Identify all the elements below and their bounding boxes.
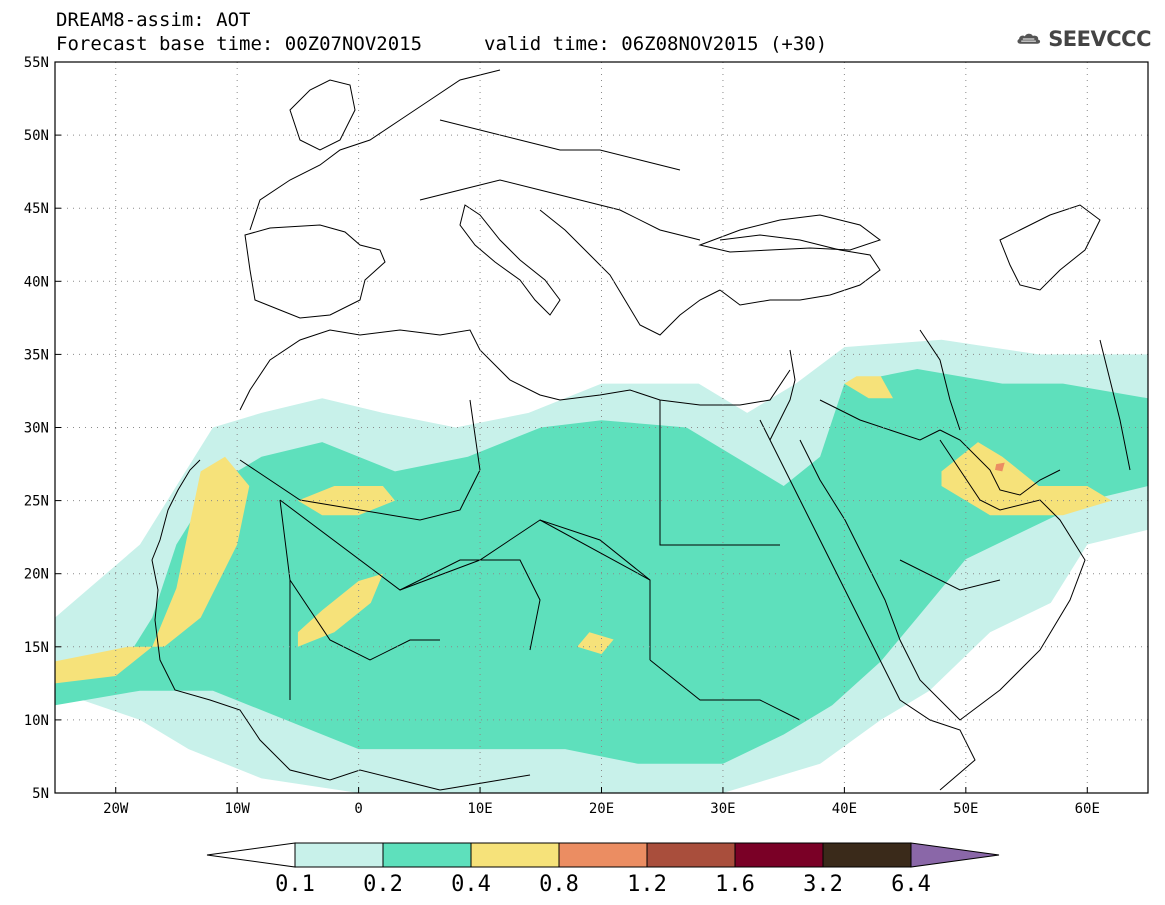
red-sea-west bbox=[759, 419, 881, 661]
coastlines bbox=[151, 69, 1131, 791]
axis-ticks: 20W 10W 0 10E 20E 30E 40E 50E 60E 55N 50N 45N 40N 35N… bbox=[24, 55, 1100, 817]
lat-tick-label: 25N bbox=[24, 494, 49, 510]
aot-region-8 bbox=[995, 462, 1005, 472]
aot-region-5 bbox=[941, 442, 1112, 516]
colorbar-label: 0.8 bbox=[539, 872, 579, 897]
valid-time: valid time: 06Z08NOV2015 (+30) bbox=[484, 33, 828, 55]
colorbar-label: 6.4 bbox=[891, 872, 931, 897]
border-egypt-libya bbox=[659, 400, 780, 546]
arabia-coast bbox=[799, 439, 1086, 721]
lon-tick-label: 50E bbox=[953, 801, 978, 817]
colorbar-label: 0.1 bbox=[275, 872, 315, 897]
colorbar-label: 1.6 bbox=[715, 872, 755, 897]
italy-coast bbox=[459, 204, 561, 316]
lon-tick-label: 30E bbox=[710, 801, 735, 817]
gulf-of-guinea bbox=[439, 774, 531, 791]
aot-region-2 bbox=[55, 456, 250, 684]
lon-tick-label: 20W bbox=[103, 801, 129, 817]
logo-text: SEEVCCC bbox=[1048, 27, 1151, 51]
lon-tick-label: 60E bbox=[1075, 801, 1100, 817]
lat-tick-label: 55N bbox=[24, 55, 49, 71]
seevccc-logo: SEEVCCC bbox=[1016, 25, 1151, 53]
border-europe-1 bbox=[439, 119, 681, 171]
map-grid bbox=[55, 62, 1148, 793]
lat-tick-label: 10N bbox=[24, 713, 49, 729]
lon-tick-label: 0 bbox=[354, 801, 362, 817]
border-sahara-2 bbox=[279, 499, 651, 591]
lat-tick-label: 45N bbox=[24, 201, 49, 217]
border-mali bbox=[289, 579, 440, 661]
colorbar-label: 0.4 bbox=[451, 872, 491, 897]
colorbar-label: 0.2 bbox=[363, 872, 403, 897]
border-saudi bbox=[819, 399, 1001, 591]
lat-tick-label: 20N bbox=[24, 567, 49, 583]
lat-tick-label: 35N bbox=[24, 347, 49, 363]
caspian-sea bbox=[999, 204, 1101, 291]
anatolia-coast bbox=[719, 234, 881, 306]
colorbar-box bbox=[734, 842, 824, 868]
lon-tick-label: 20E bbox=[589, 801, 614, 817]
cloud-icon bbox=[1017, 33, 1041, 44]
colorbar-label: 3.2 bbox=[803, 872, 843, 897]
horn-of-africa bbox=[879, 659, 976, 791]
lon-tick-label: 10W bbox=[225, 801, 251, 817]
border-sudan bbox=[649, 659, 801, 721]
aot-colorbar: 0.1 0.2 0.4 0.8 1.2 1.6 3.2 6.4 bbox=[206, 842, 1000, 897]
colorbar-label: 1.2 bbox=[627, 872, 667, 897]
border-niger bbox=[399, 559, 541, 651]
colorbar-low-arrow bbox=[206, 842, 296, 868]
lat-tick-label: 50N bbox=[24, 128, 49, 144]
colorbar-box bbox=[558, 842, 648, 868]
forecast-base-time: Forecast base time: 00Z07NOV2015 bbox=[56, 33, 423, 55]
colorbar-box bbox=[470, 842, 560, 868]
west-europe-coast bbox=[249, 69, 501, 231]
colorbar-box bbox=[822, 842, 912, 868]
black-sea bbox=[698, 214, 882, 253]
aot-region-7 bbox=[577, 632, 614, 655]
border-libya-chad bbox=[539, 519, 651, 660]
iberia-coast bbox=[244, 224, 386, 319]
aot-region-4 bbox=[297, 486, 395, 516]
aot-region-3 bbox=[297, 573, 383, 647]
colorbar-box bbox=[646, 842, 736, 868]
africa-coastline bbox=[151, 459, 441, 791]
border-iran bbox=[919, 329, 1131, 471]
map-title: DREAM8-assim: AOT bbox=[56, 9, 251, 31]
persian-gulf bbox=[939, 429, 1061, 496]
lat-tick-label: 15N bbox=[24, 640, 49, 656]
aot-region-6 bbox=[844, 376, 893, 399]
uk-coast bbox=[289, 79, 356, 151]
lat-tick-label: 5N bbox=[32, 786, 49, 802]
border-europe-2 bbox=[419, 179, 701, 241]
lon-tick-label: 10E bbox=[467, 801, 492, 817]
lat-tick-label: 40N bbox=[24, 274, 49, 290]
levant-coast bbox=[769, 349, 796, 441]
lat-tick-label: 30N bbox=[24, 421, 49, 437]
colorbar-box bbox=[294, 842, 384, 868]
north-africa-coast bbox=[239, 329, 791, 411]
lon-tick-label: 40E bbox=[832, 801, 857, 817]
colorbar-high-arrow bbox=[910, 842, 1000, 868]
balkans-coast bbox=[539, 209, 721, 336]
colorbar-box bbox=[382, 842, 472, 868]
